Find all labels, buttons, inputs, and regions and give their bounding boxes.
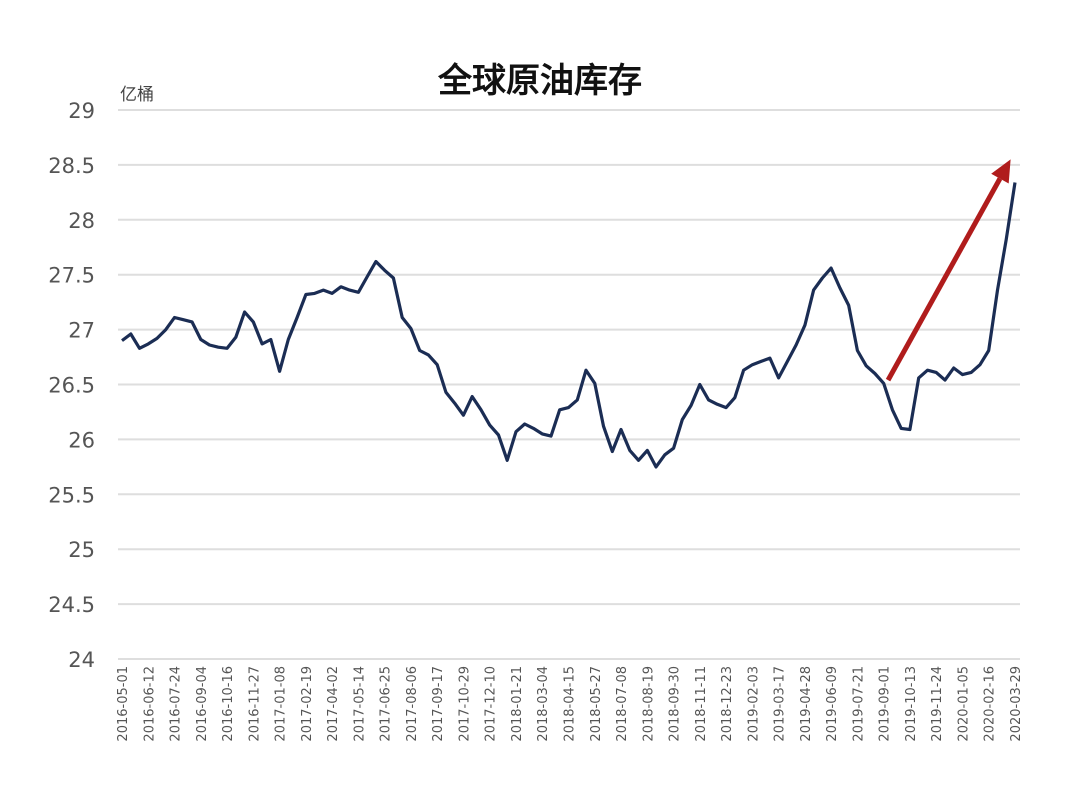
x-tick-label: 2016-11-27 bbox=[247, 666, 262, 742]
x-tick-label: 2020-01-05 bbox=[956, 666, 971, 742]
x-tick-label: 2016-05-01 bbox=[116, 666, 131, 742]
chart-title: 全球原油库存 bbox=[437, 61, 642, 101]
x-tick-label: 2018-09-30 bbox=[668, 666, 683, 742]
trend-arrow-shaft bbox=[885, 177, 1003, 382]
x-tick-label: 2019-04-28 bbox=[799, 666, 814, 742]
trend-arrow-head bbox=[991, 159, 1011, 184]
y-tick-label: 26.5 bbox=[48, 374, 95, 398]
y-tick-label: 29 bbox=[68, 99, 95, 123]
x-tick-label: 2018-07-08 bbox=[615, 666, 630, 742]
x-tick-label: 2018-03-04 bbox=[536, 666, 551, 742]
x-tick-label: 2017-08-06 bbox=[405, 666, 420, 742]
gridlines bbox=[118, 109, 1020, 660]
x-tick-label: 2017-09-17 bbox=[431, 666, 446, 742]
x-tick-label: 2018-04-15 bbox=[563, 666, 578, 742]
x-tick-label: 2017-05-14 bbox=[352, 666, 367, 742]
x-tick-label: 2019-02-03 bbox=[746, 666, 761, 742]
y-axis-unit-label: 亿桶 bbox=[120, 85, 154, 105]
x-tick-label: 2017-04-02 bbox=[326, 666, 341, 742]
x-tick-label: 2019-10-13 bbox=[904, 666, 919, 742]
x-tick-label: 2017-01-08 bbox=[274, 666, 289, 742]
x-tick-label: 2020-02-16 bbox=[983, 666, 998, 742]
x-tick-label: 2019-09-01 bbox=[878, 666, 893, 742]
x-tick-label: 2017-12-10 bbox=[484, 666, 499, 742]
x-tick-label: 2017-10-29 bbox=[457, 666, 472, 742]
x-tick-label: 2018-05-27 bbox=[589, 666, 604, 742]
x-tick-label: 2017-06-25 bbox=[379, 666, 394, 742]
y-tick-label: 28 bbox=[68, 209, 95, 233]
series-lines bbox=[121, 182, 1017, 469]
x-tick-label: 2019-07-21 bbox=[851, 666, 866, 742]
y-tick-labels: 29 28.5 28 27.5 27 26.5 26 25.5 25 24.5 24 bbox=[48, 99, 95, 672]
x-tick-labels: 2016-05-01 2016-06-12 2016-07-24 2016-09-04… bbox=[116, 666, 1024, 742]
x-tick-label: 2017-02-19 bbox=[300, 666, 315, 742]
y-tick-label: 27.5 bbox=[48, 264, 95, 288]
y-tick-label: 28.5 bbox=[48, 154, 95, 178]
series-line bbox=[121, 182, 1017, 469]
x-tick-label: 2016-09-04 bbox=[195, 666, 210, 742]
y-tick-label: 25 bbox=[68, 538, 95, 562]
x-tick-label: 2019-03-17 bbox=[773, 666, 788, 742]
x-tick-label: 2016-10-16 bbox=[221, 666, 236, 742]
x-tick-label: 2016-06-12 bbox=[142, 666, 157, 742]
x-tick-label: 2018-01-21 bbox=[510, 666, 525, 742]
y-tick-label: 27 bbox=[68, 319, 95, 343]
annotations bbox=[885, 159, 1011, 382]
x-tick-label: 2019-06-09 bbox=[825, 666, 840, 742]
x-tick-label: 2019-11-24 bbox=[930, 666, 945, 742]
y-tick-label: 24.5 bbox=[48, 593, 95, 617]
y-tick-label: 25.5 bbox=[48, 483, 95, 507]
x-tick-label: 2016-07-24 bbox=[169, 666, 184, 742]
y-tick-label: 24 bbox=[68, 648, 95, 672]
x-tick-label: 2018-08-19 bbox=[641, 666, 656, 742]
x-tick-label: 2018-11-11 bbox=[694, 666, 709, 742]
x-tick-label: 2020-03-29 bbox=[1009, 666, 1024, 742]
y-tick-label: 26 bbox=[68, 428, 95, 452]
x-tick-label: 2018-12-23 bbox=[720, 666, 735, 742]
